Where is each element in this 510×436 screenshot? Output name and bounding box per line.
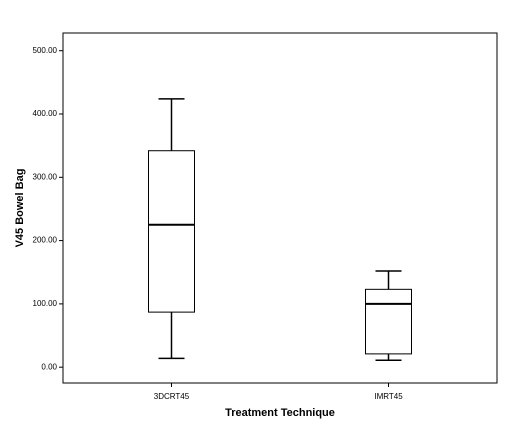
y-tick-label: 0.00 bbox=[41, 362, 57, 371]
plot-frame bbox=[62, 32, 498, 384]
box bbox=[148, 150, 195, 313]
y-tick-label: 100.00 bbox=[33, 299, 58, 308]
x-axis-title: Treatment Technique bbox=[225, 407, 335, 419]
y-axis-title: V45 Bowel Bag bbox=[14, 169, 26, 248]
y-tick-label: 200.00 bbox=[33, 236, 58, 245]
y-tick-label: 300.00 bbox=[33, 172, 58, 181]
box bbox=[365, 288, 412, 355]
x-tick-label: 3DCRT45 bbox=[154, 392, 190, 401]
x-tick-label: IMRT45 bbox=[374, 392, 403, 401]
y-tick-label: 500.00 bbox=[33, 46, 58, 55]
y-tick-label: 400.00 bbox=[33, 109, 58, 118]
